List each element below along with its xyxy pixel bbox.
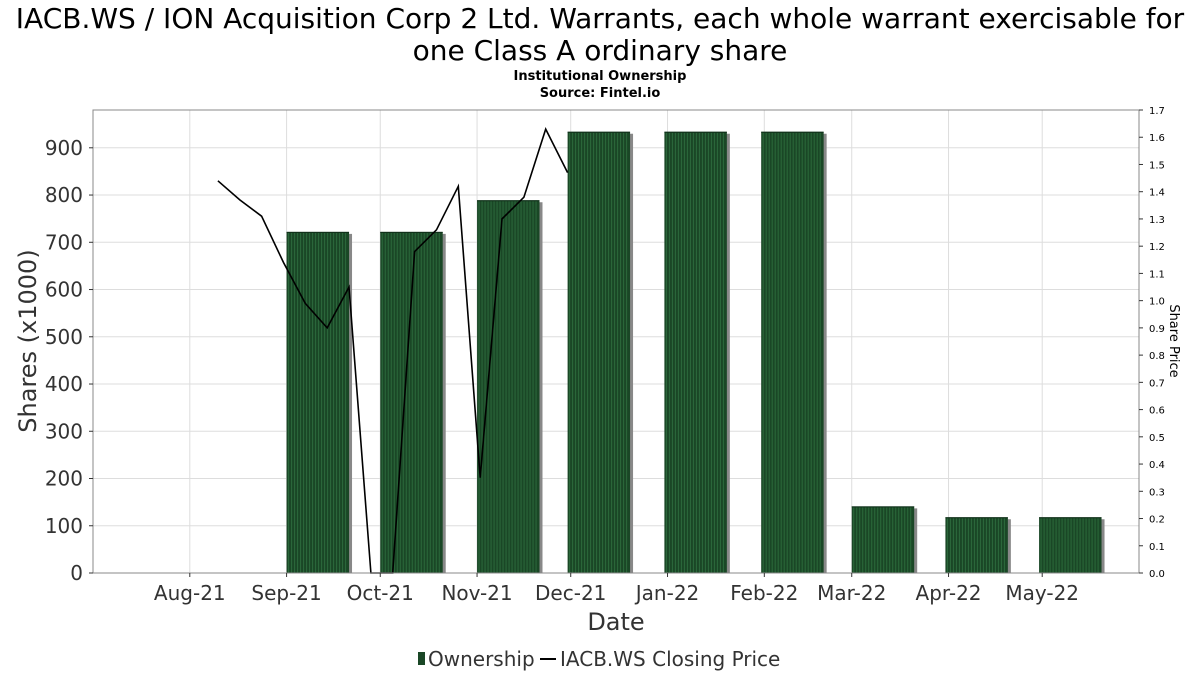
x-tick-label: Mar-22	[817, 581, 886, 605]
y2-tick-label: 1.1	[1149, 269, 1165, 280]
legend-ownership-label: Ownership	[428, 647, 535, 671]
ownership-bar	[664, 131, 730, 573]
ownership-bar	[380, 231, 446, 573]
y2-tick-label: 0.3	[1149, 487, 1165, 498]
y-tick-label: 300	[45, 419, 83, 443]
ownership-bar	[477, 200, 543, 573]
x-tick-label: Jan-22	[634, 581, 700, 605]
y-tick-label: 0	[70, 561, 83, 585]
y2-tick-label: 1.5	[1149, 160, 1165, 171]
chart-title-line-1: IACB.WS / ION Acquisition Corp 2 Ltd. Wa…	[16, 2, 1185, 35]
x-tick-label: May-22	[1005, 581, 1079, 605]
legend-price-label: IACB.WS Closing Price	[560, 647, 780, 671]
y-tick-label: 100	[45, 514, 83, 538]
ownership-bar	[851, 506, 918, 573]
x-axis-label: Date	[587, 608, 644, 636]
plot-frame	[92, 109, 1140, 574]
ownership-bar	[1039, 517, 1105, 573]
chart-source: Source: Fintel.io	[540, 86, 661, 101]
y2-tick-label: 0.6	[1149, 406, 1165, 417]
chart-title-line-2: one Class A ordinary share	[413, 34, 788, 67]
y2-tick-label: 0.7	[1149, 378, 1165, 389]
y2-tick-label: 0.5	[1149, 433, 1165, 444]
y-tick-label: 800	[45, 183, 83, 207]
plot-border	[92, 109, 1140, 574]
chart-subtitle: Institutional Ownership	[514, 69, 687, 84]
bar-body	[851, 506, 915, 573]
y-tick-label: 200	[45, 467, 83, 491]
y2-tick-label: 1.6	[1149, 133, 1165, 144]
bar-body	[945, 517, 1008, 573]
x-tick-label: Aug-21	[154, 581, 226, 605]
y2-tick-label: 1.4	[1149, 188, 1165, 199]
x-axis-ticks: Aug-21 Sep-21 Oct-21 Nov-21 Dec-21 Jan-22 Feb-…	[154, 573, 1079, 605]
y2-axis-label: Share Price	[1166, 304, 1181, 377]
y2-tick-label: 1.2	[1149, 242, 1165, 253]
bar-body	[1039, 517, 1102, 573]
ownership-bar	[567, 131, 634, 573]
y-tick-label: 500	[45, 325, 83, 349]
x-tick-label: Feb-22	[730, 581, 798, 605]
bar-body	[664, 131, 727, 573]
x-tick-label: Nov-21	[441, 581, 512, 605]
y2-tick-label: 0.2	[1149, 515, 1165, 526]
y-axis-label: Shares (x1000)	[14, 249, 42, 432]
x-tick-label: Dec-21	[535, 581, 606, 605]
y2-tick-label: 1.3	[1149, 215, 1165, 226]
y2-tick-label: 0.4	[1149, 460, 1165, 471]
y-tick-label: 700	[45, 230, 83, 254]
y-tick-label: 400	[45, 372, 83, 396]
ownership-bars	[286, 131, 1105, 573]
bar-body	[567, 131, 631, 573]
y2-tick-label: 0.0	[1149, 569, 1165, 580]
ownership-bar	[286, 231, 353, 573]
ownership-bar	[945, 517, 1011, 573]
x-tick-label: Oct-21	[347, 581, 414, 605]
bar-body	[761, 131, 824, 573]
legend: Ownership IACB.WS Closing Price	[418, 647, 780, 671]
ownership-bar	[761, 131, 827, 573]
x-tick-label: Sep-21	[251, 581, 321, 605]
y2-axis-ticks: 0.0 0.1 0.2 0.3 0.4 0.5 0.6 0.7 0.8 0.9 1.0 1.1 1.2 1…	[1139, 106, 1165, 580]
y-tick-label: 900	[45, 136, 83, 160]
y2-tick-label: 0.1	[1149, 542, 1165, 553]
y2-tick-label: 1.7	[1149, 106, 1165, 117]
y-axis-ticks: 0 100 200 300 400 500 600 700 800 900	[45, 136, 93, 585]
y2-tick-label: 0.8	[1149, 351, 1165, 362]
y2-tick-label: 1.0	[1149, 297, 1165, 308]
x-tick-label: Apr-22	[916, 581, 982, 605]
y-tick-label: 600	[45, 278, 83, 302]
y2-tick-label: 0.9	[1149, 324, 1165, 335]
legend-ownership-swatch	[418, 652, 425, 665]
